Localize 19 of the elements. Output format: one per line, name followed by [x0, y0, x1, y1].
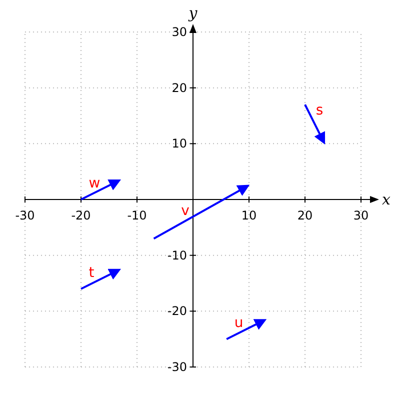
series-label: s: [316, 102, 324, 118]
x-axis-title: x: [382, 190, 391, 208]
series-label: u: [234, 315, 244, 332]
x-tick-label: -20: [71, 208, 91, 222]
x-tick-label: 20: [297, 208, 313, 222]
y-tick-label: 10: [172, 136, 187, 151]
x-tick-label: 10: [241, 208, 257, 222]
series-label: w: [88, 176, 100, 192]
y-tick-label: -20: [167, 304, 187, 318]
x-tick-label: -30: [15, 208, 35, 222]
y-tick-label: -30: [167, 360, 187, 374]
series-label: t: [88, 264, 95, 281]
y-tick-label: 30: [172, 25, 187, 39]
y-tick-label: 20: [172, 80, 187, 95]
y-axis-title: y: [188, 4, 198, 22]
series-label: v: [181, 202, 190, 219]
x-tick-label: -10: [127, 208, 147, 222]
y-tick-label: -10: [167, 248, 187, 262]
x-tick-label: 30: [353, 208, 369, 222]
